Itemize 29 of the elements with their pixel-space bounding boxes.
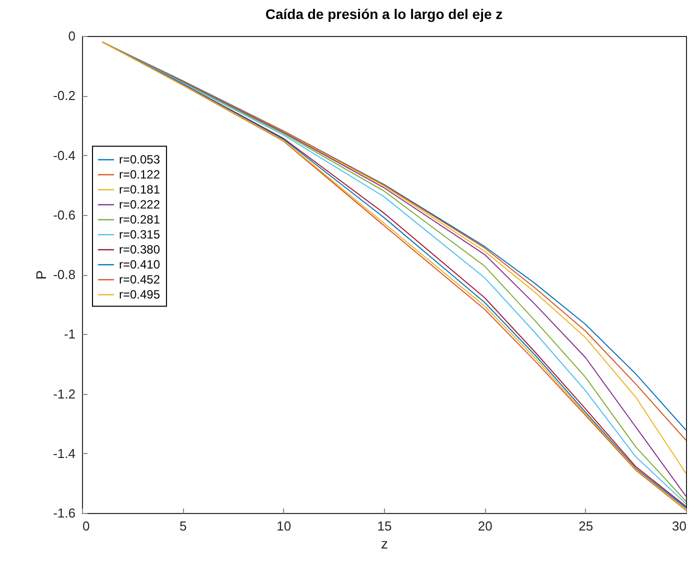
legend-label: r=0.380 (119, 242, 160, 257)
legend-label: r=0.315 (119, 228, 160, 242)
y-axis-title: P (33, 270, 50, 280)
legend-label: r=0.281 (119, 212, 160, 227)
y-tick-label: -0.2 (53, 88, 76, 104)
y-tick-label: 0 (68, 28, 76, 44)
y-tick-label: -1.4 (53, 446, 76, 461)
legend-label: r=0.222 (119, 198, 160, 212)
legend-label: r=0.122 (119, 168, 160, 182)
x-tick-label: 25 (578, 518, 594, 534)
legend-label: r=0.181 (119, 182, 160, 197)
y-tick-label: -1.6 (53, 506, 76, 520)
x-tick-label: 20 (478, 518, 492, 534)
legend-label: r=0.495 (119, 288, 160, 302)
y-tick-label: -0.6 (53, 207, 76, 222)
y-tick-label: -1 (64, 326, 76, 342)
x-tick-label: 0 (82, 518, 90, 534)
x-tick-label: 30 (672, 518, 686, 534)
x-axis-title: z (381, 536, 388, 552)
legend-label: r=0.410 (119, 258, 160, 272)
x-tick-label: 10 (276, 518, 292, 534)
legend-label: r=0.452 (119, 272, 160, 287)
x-tick-label: 5 (180, 518, 187, 534)
y-tick-label: -0.8 (53, 267, 76, 282)
chart-title: Caída de presión a lo largo del eje z (265, 6, 503, 22)
legend-label: r=0.053 (119, 152, 160, 167)
y-tick-label: -1.2 (53, 386, 76, 402)
y-tick-label: -0.4 (53, 148, 76, 163)
x-tick-label: 15 (377, 518, 392, 534)
